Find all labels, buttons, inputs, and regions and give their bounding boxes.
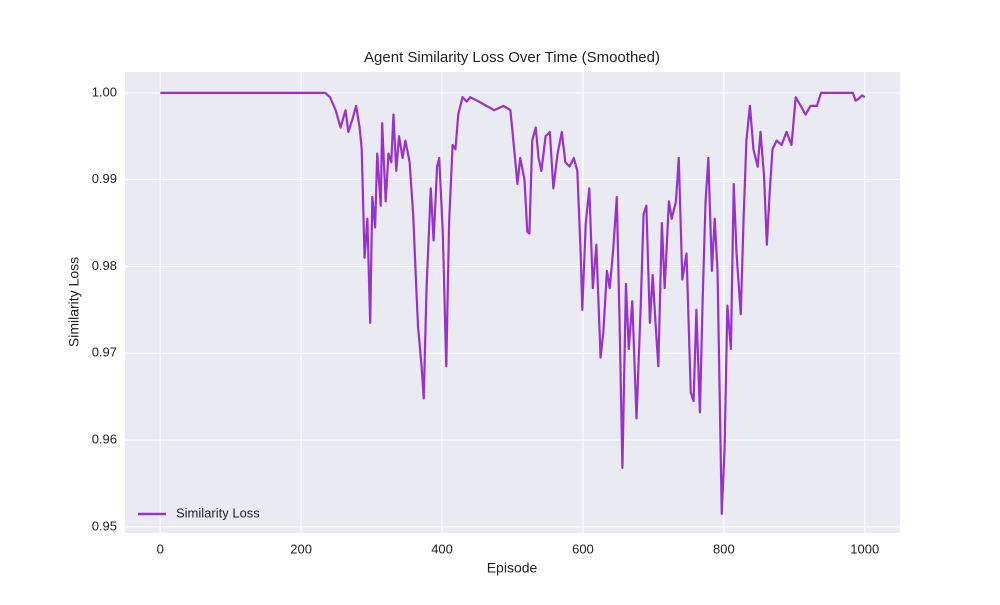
x-tick-label: 600 — [572, 541, 594, 556]
y-tick-label: 0.98 — [92, 258, 117, 273]
y-tick-label: 0.95 — [92, 518, 117, 533]
plot-area — [125, 72, 900, 533]
y-tick-label: 1.00 — [92, 84, 117, 99]
y-tick-label: 0.97 — [92, 345, 117, 360]
legend-label: Similarity Loss — [176, 505, 260, 520]
y-axis-label: Similarity Loss — [66, 257, 82, 347]
x-tick-label: 800 — [713, 541, 735, 556]
y-tick-label: 0.99 — [92, 171, 117, 186]
x-tick-label: 400 — [431, 541, 453, 556]
x-tick-label: 1000 — [850, 541, 879, 556]
data-line — [160, 91, 866, 515]
x-tick-label: 200 — [290, 541, 312, 556]
x-axis-label: Episode — [487, 560, 538, 576]
y-tick-label: 0.96 — [92, 432, 117, 447]
x-tick-label: 0 — [157, 541, 164, 556]
chart-title: Agent Similarity Loss Over Time (Smoothe… — [364, 49, 660, 66]
